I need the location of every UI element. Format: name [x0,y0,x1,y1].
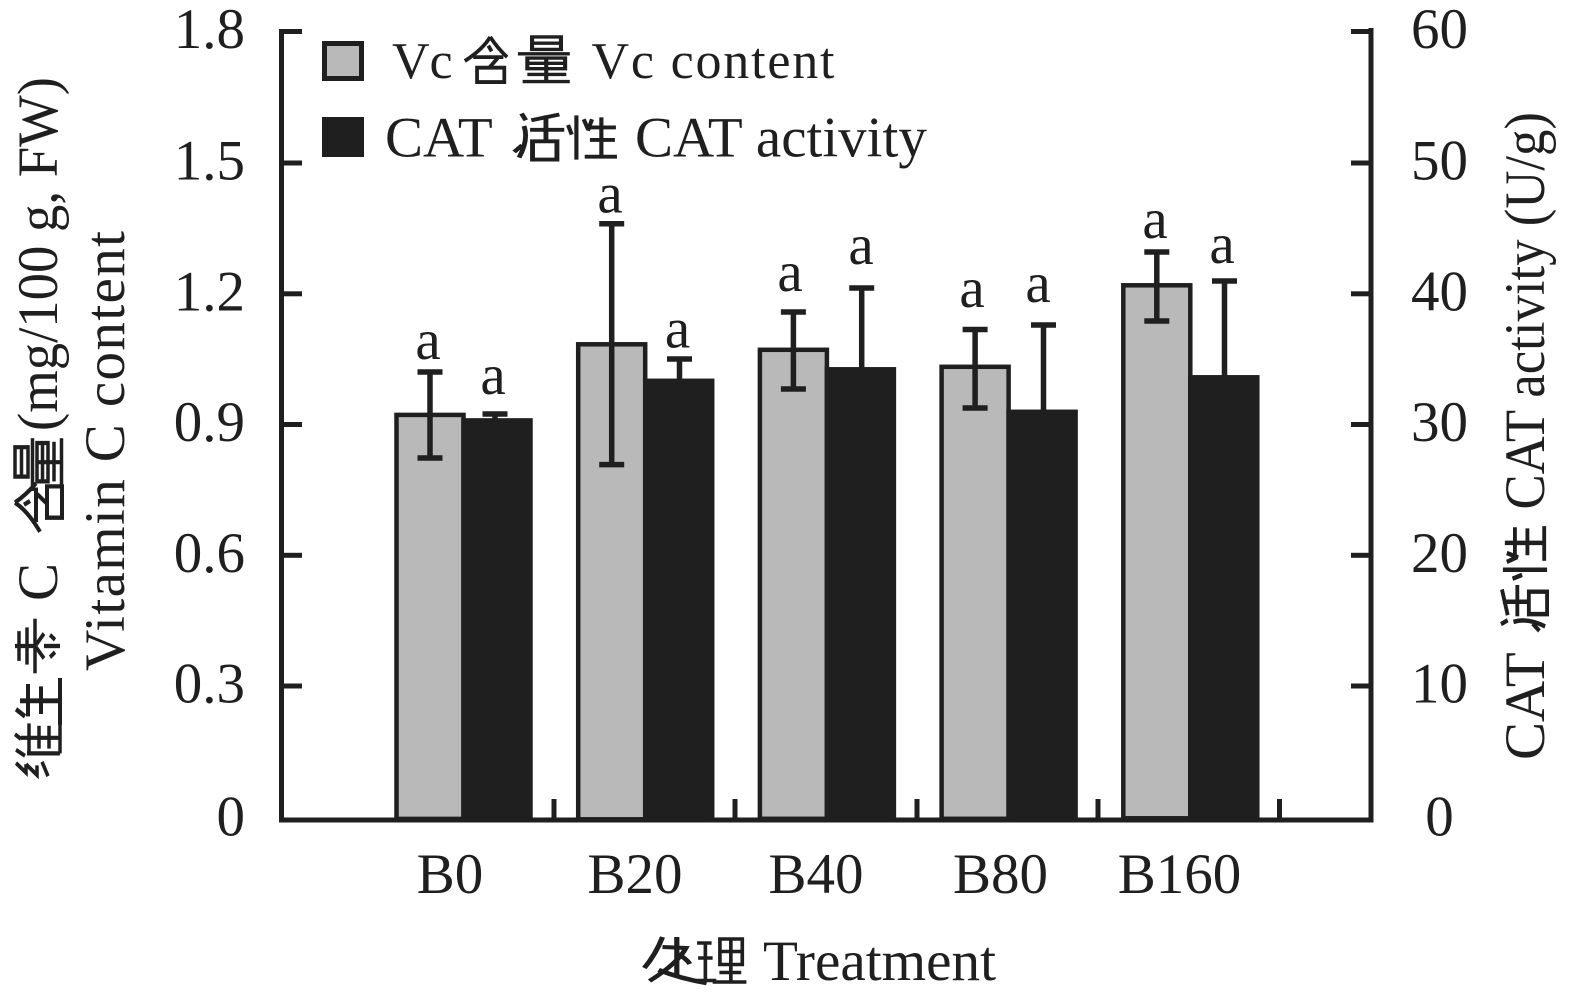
svg-text:0.3: 0.3 [174,653,245,716]
svg-text:1.2: 1.2 [174,260,245,323]
svg-text:Vc: Vc [392,33,453,90]
svg-text:0.6: 0.6 [174,522,245,585]
svg-text:a: a [1209,213,1234,276]
svg-text:a: a [777,241,802,304]
svg-text:10: 10 [1411,653,1468,716]
svg-text:60: 60 [1411,0,1468,61]
svg-text:B80: B80 [953,843,1048,906]
svg-text:20: 20 [1411,522,1468,585]
svg-text:a: a [597,163,622,226]
svg-text:a: a [415,309,440,372]
svg-text:a: a [1142,188,1167,251]
svg-text:CAT activity (U/g): CAT activity (U/g) [1494,112,1557,510]
svg-text:C: C [7,563,70,601]
svg-text:Vc content: Vc content [592,33,836,90]
svg-text:B0: B0 [417,843,484,906]
svg-text:B160: B160 [1118,843,1242,906]
svg-text:30: 30 [1411,391,1468,454]
svg-text:1.5: 1.5 [174,130,245,193]
svg-text:Treatment: Treatment [763,930,996,993]
svg-text:B40: B40 [768,843,863,906]
svg-text:a: a [480,344,505,407]
svg-text:a: a [848,214,873,277]
svg-text:40: 40 [1411,260,1468,323]
svg-text:0: 0 [1425,786,1454,849]
svg-text:a: a [665,298,690,361]
svg-text:0.9: 0.9 [174,391,245,454]
svg-text:Vitamin C content: Vitamin C content [74,231,137,671]
svg-text:CAT: CAT [385,107,493,170]
svg-text:B20: B20 [587,843,682,906]
svg-text:CAT: CAT [1494,652,1557,760]
svg-text:a: a [1025,252,1050,315]
svg-text:50: 50 [1411,130,1468,193]
svg-text:1.8: 1.8 [174,0,245,61]
svg-text:CAT activity: CAT activity [635,107,927,170]
svg-text:(mg/100 g, FW): (mg/100 g, FW) [7,77,70,431]
svg-text:a: a [959,257,984,320]
svg-text:0: 0 [217,786,246,849]
